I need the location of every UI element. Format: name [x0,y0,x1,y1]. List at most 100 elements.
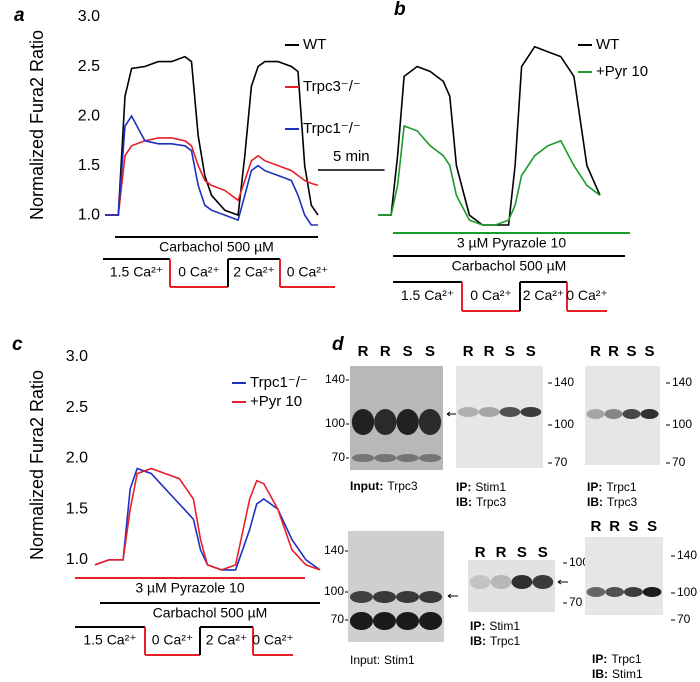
protocol-label: 0 Ca²⁺ [252,632,294,648]
protocol-label: 2 Ca²⁺ [523,287,565,303]
mw-marker: 70 [554,455,568,469]
band-arrow [557,579,568,585]
caption-key: Input: [350,479,383,493]
legend-label: Trpc3⁻/⁻ [303,78,361,95]
panel-label: d [332,334,344,355]
data-line [105,137,319,216]
lane-label: R [609,518,620,535]
blot-band [469,575,491,589]
lane-label: R [608,343,619,360]
caption-text: Trpc3 [607,495,638,509]
protocol-label: 0 Ca²⁺ [470,287,512,303]
caption-key: IB: [470,634,486,648]
caption-key: IB: [456,495,472,509]
blot-band [372,612,397,630]
annotation: Carbachol 500 µM [452,258,567,274]
blot-band [642,587,662,597]
mw-marker: 100 [677,585,697,599]
lane-label: R [358,343,369,360]
mw-marker: 100 [569,555,589,569]
caption-key: IB: [587,495,603,509]
legend-label: +Pyr 10 [596,63,648,80]
data-line [378,45,601,226]
caption-key: IP: [456,480,471,494]
legend-label: WT [303,36,326,53]
protocol-label: 0 Ca²⁺ [287,264,329,280]
lane-label: S [626,343,636,360]
mw-marker: 100 [325,416,345,430]
protocol-label: 0 Ca²⁺ [152,632,194,648]
blot-band [532,575,554,589]
blot-band [457,407,479,417]
lane-label: S [538,544,548,561]
panel-label: b [394,0,406,20]
y-tick-label: 3.0 [66,348,88,365]
lane-label: S [526,343,536,360]
y-tick-label: 2.5 [66,399,88,416]
blot-band [374,454,397,462]
blot-band [419,591,443,603]
protocol-label: 1.5 Ca²⁺ [401,287,454,303]
band-arrow [446,411,457,417]
annotation: Carbachol 500 µM [153,605,268,621]
blot-band [624,587,643,597]
mw-marker: 140 [324,543,344,557]
blot-band [396,591,420,603]
blot-band [499,407,521,417]
blot-caption: IB: Stim1 [592,667,643,681]
protocol-label: 1.5 Ca²⁺ [83,632,136,648]
blot-band [604,409,623,419]
blot-band [351,454,375,462]
blot-band [396,409,419,435]
mw-marker: 100 [672,417,692,431]
y-axis-label: Normalized Fura2 Ratio [27,370,47,560]
lane-label: R [463,343,474,360]
scale-bar-label: 5 min [333,148,370,165]
protocol-label: 2 Ca²⁺ [206,632,248,648]
blot-band [511,575,533,589]
legend-label: WT [596,36,619,53]
blot-band [586,587,606,597]
legend-label: Trpc1⁻/⁻ [303,120,361,137]
caption-text: Stim1 [612,667,643,681]
caption-key: IP: [592,652,607,666]
lane-label: S [505,343,515,360]
lane-label: S [644,343,654,360]
data-line [378,124,601,226]
legend-label: Trpc1⁻/⁻ [250,374,308,391]
y-tick-label: 1.5 [66,500,88,517]
lane-label: S [425,343,435,360]
protocol-label: 2 Ca²⁺ [233,264,275,280]
blot-band [605,587,624,597]
lane-label: R [590,343,601,360]
y-tick-label: 3.0 [78,8,100,25]
caption-text: Trpc1 [606,480,637,494]
y-axis-label: Normalized Fura2 Ratio [27,30,47,220]
blot-band [396,454,419,462]
blot-caption: IP: Trpc1 [587,480,637,494]
mw-marker: 70 [332,450,346,464]
caption-text: Trpc1 [490,634,521,648]
blot-caption: IB: Trpc3 [587,495,638,509]
blot-band [349,612,373,630]
blot-caption: IP: Stim1 [470,619,520,633]
data-line [105,114,318,226]
mw-marker: 70 [672,455,686,469]
caption-key: IB: [592,667,608,681]
protocol-label: 1.5 Ca²⁺ [110,264,163,280]
mw-marker: 100 [324,584,344,598]
annotation: Carbachol 500 µM [159,239,274,255]
caption-text: Trpc3 [476,495,507,509]
legend-label: +Pyr 10 [250,393,302,410]
blot-caption: IB: Trpc3 [456,495,507,509]
protocol-label: 0 Ca²⁺ [178,264,220,280]
y-tick-label: 2.5 [78,58,100,75]
blot-band [478,407,500,417]
lane-label: S [517,544,527,561]
blot-band [419,612,443,630]
y-tick-label: 2.0 [66,450,88,467]
lane-label: S [403,343,413,360]
blot-band [349,591,373,603]
blot-band [372,591,397,603]
